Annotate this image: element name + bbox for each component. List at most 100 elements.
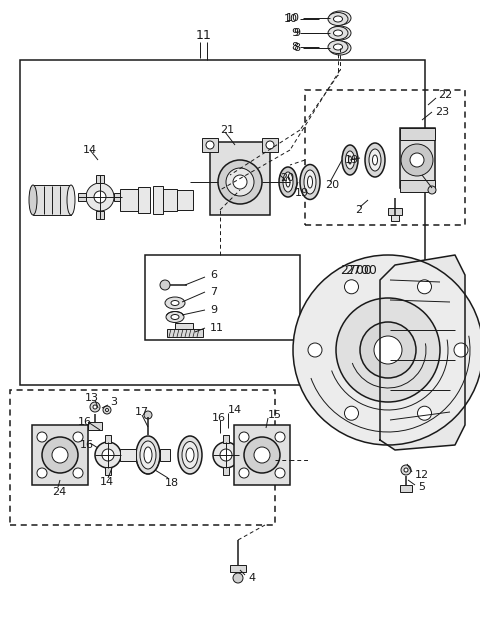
Ellipse shape <box>329 41 351 55</box>
Circle shape <box>239 468 249 478</box>
Bar <box>230 565 246 572</box>
Text: 20: 20 <box>280 173 294 183</box>
Ellipse shape <box>165 297 185 309</box>
Bar <box>114 193 122 201</box>
Circle shape <box>102 449 114 461</box>
Text: 8: 8 <box>293 43 300 53</box>
Circle shape <box>345 406 359 420</box>
Bar <box>145 255 300 340</box>
Text: 2700: 2700 <box>345 264 377 276</box>
Circle shape <box>42 437 78 473</box>
Text: 2700: 2700 <box>340 264 372 276</box>
Text: 5: 5 <box>418 482 425 492</box>
Ellipse shape <box>329 26 351 40</box>
Polygon shape <box>380 255 465 450</box>
Bar <box>10 390 275 525</box>
Text: 1: 1 <box>203 29 211 42</box>
Circle shape <box>401 465 411 475</box>
Ellipse shape <box>67 185 75 215</box>
Circle shape <box>160 280 170 290</box>
Circle shape <box>206 141 214 149</box>
Bar <box>138 187 150 213</box>
Circle shape <box>95 442 121 468</box>
Bar <box>400 128 435 188</box>
Bar <box>33 185 71 215</box>
Ellipse shape <box>346 151 355 169</box>
Ellipse shape <box>308 176 312 188</box>
Bar <box>96 175 104 183</box>
Ellipse shape <box>186 448 194 462</box>
Circle shape <box>275 432 285 442</box>
Bar <box>400 180 435 192</box>
Ellipse shape <box>334 44 343 50</box>
Bar <box>120 449 136 461</box>
Ellipse shape <box>365 143 385 177</box>
Bar <box>153 186 163 214</box>
Text: 22: 22 <box>438 90 452 100</box>
Ellipse shape <box>283 172 293 192</box>
Text: 1: 1 <box>196 29 204 42</box>
Text: 19: 19 <box>345 155 359 165</box>
Bar <box>160 449 170 461</box>
Text: 14: 14 <box>228 405 242 415</box>
Ellipse shape <box>140 441 156 469</box>
Ellipse shape <box>279 167 297 197</box>
Text: 8: 8 <box>291 42 298 52</box>
Text: 10: 10 <box>286 13 300 23</box>
Text: 21: 21 <box>220 125 234 135</box>
Bar <box>210 142 270 215</box>
Ellipse shape <box>334 16 343 22</box>
Text: 16: 16 <box>80 440 94 450</box>
Circle shape <box>103 406 111 414</box>
Bar <box>391 215 399 221</box>
Circle shape <box>233 175 247 189</box>
Ellipse shape <box>29 185 37 215</box>
Bar <box>163 189 177 211</box>
Circle shape <box>244 437 280 473</box>
Circle shape <box>293 255 480 445</box>
Circle shape <box>90 402 100 412</box>
Ellipse shape <box>335 15 345 21</box>
Circle shape <box>336 298 440 402</box>
Circle shape <box>37 432 47 442</box>
Text: 10: 10 <box>284 14 298 24</box>
Ellipse shape <box>144 447 152 463</box>
Text: 20: 20 <box>325 180 339 190</box>
Text: 9: 9 <box>210 305 217 315</box>
Text: 11: 11 <box>210 323 224 333</box>
Circle shape <box>404 468 408 472</box>
Bar <box>167 329 203 337</box>
Ellipse shape <box>328 40 348 54</box>
Circle shape <box>374 336 402 364</box>
Bar <box>234 425 290 485</box>
Bar <box>105 467 111 475</box>
Circle shape <box>428 186 436 194</box>
Ellipse shape <box>304 170 316 194</box>
Circle shape <box>233 573 243 583</box>
Text: 23: 23 <box>435 107 449 117</box>
Circle shape <box>275 468 285 478</box>
Text: 9: 9 <box>293 28 300 38</box>
Ellipse shape <box>369 149 381 171</box>
Circle shape <box>73 432 83 442</box>
Bar <box>96 211 104 219</box>
Text: 24: 24 <box>52 487 66 497</box>
Bar <box>202 138 218 152</box>
Circle shape <box>410 153 424 167</box>
Bar <box>177 190 193 210</box>
Circle shape <box>454 343 468 357</box>
Ellipse shape <box>286 177 290 187</box>
Ellipse shape <box>182 442 198 468</box>
Bar <box>223 435 229 443</box>
Ellipse shape <box>300 164 320 200</box>
Ellipse shape <box>166 312 184 323</box>
Ellipse shape <box>178 436 202 474</box>
Circle shape <box>254 447 270 463</box>
Ellipse shape <box>342 145 358 175</box>
Text: 16: 16 <box>212 413 226 423</box>
Bar <box>32 425 88 485</box>
Circle shape <box>220 449 232 461</box>
Text: 3: 3 <box>110 397 117 407</box>
Ellipse shape <box>329 11 351 25</box>
Text: 13: 13 <box>85 393 99 403</box>
